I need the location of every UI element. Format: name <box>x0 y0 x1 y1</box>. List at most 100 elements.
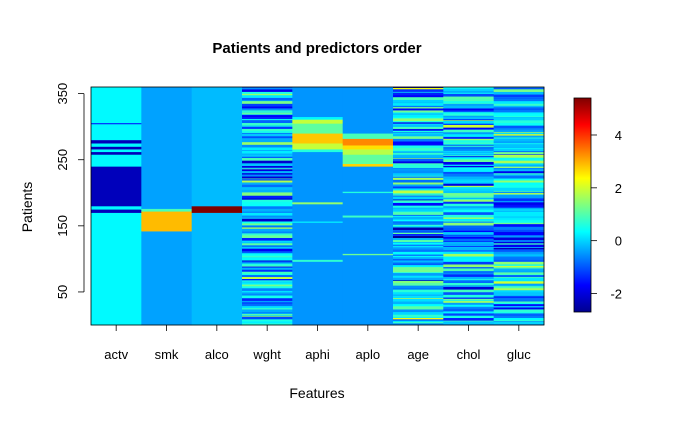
colorbar-tick-label-4: 4 <box>615 128 622 143</box>
heatmap-cell-chol <box>443 104 495 106</box>
heatmap-cell-age <box>393 186 444 189</box>
heatmap-cell-wght <box>242 183 293 185</box>
heatmap-cell-age <box>393 266 444 270</box>
heatmap-cell-wght <box>242 280 293 282</box>
heatmap-cell-wght <box>242 246 293 249</box>
heatmap-cell-wght <box>242 87 293 89</box>
heatmap-cell-gluc <box>493 166 545 168</box>
heatmap-cell-chol <box>443 279 495 281</box>
heatmap-cell-wght <box>242 182 293 184</box>
heatmap-cell-wght <box>242 133 293 137</box>
heatmap-cell-age <box>393 301 444 305</box>
heatmap-cell-chol <box>443 118 495 121</box>
heatmap-cell-age <box>393 216 444 220</box>
heatmap-cell-gluc <box>493 141 545 143</box>
heatmap-cell-gluc <box>493 174 545 176</box>
heatmap-cell-chol <box>443 308 495 312</box>
heatmap-cell-age <box>393 147 444 150</box>
heatmap-cell-wght <box>242 176 293 179</box>
heatmap-cell-gluc <box>493 211 545 214</box>
heatmap-cell-gluc <box>493 301 545 303</box>
heatmap-cell-chol <box>443 114 495 116</box>
heatmap-cell-wght <box>242 163 293 166</box>
heatmap-cell-chol <box>443 253 495 257</box>
heatmap-cell-chol <box>443 159 495 162</box>
heatmap-cell-age <box>393 202 444 206</box>
heatmap-cell-wght <box>242 250 293 254</box>
heatmap-cell-gluc <box>493 187 545 191</box>
heatmap-cell-chol <box>443 155 495 157</box>
heatmap-cell-age <box>393 88 444 92</box>
heatmap-cell-gluc <box>493 289 545 293</box>
heatmap-cell-chol <box>443 180 495 182</box>
heatmap-cell-wght <box>242 208 293 212</box>
heatmap-cell-chol <box>443 153 495 155</box>
heatmap-cell-chol <box>443 168 495 172</box>
heatmap-cell-gluc <box>493 243 545 245</box>
heatmap-cell-age <box>393 145 444 149</box>
heatmap-cell-gluc <box>493 237 545 241</box>
heatmap-cell-chol <box>443 100 495 104</box>
heatmap-cell-age <box>393 321 444 324</box>
heatmap-cell-chol <box>443 143 495 145</box>
heatmap-cell-gluc <box>493 190 545 192</box>
x-tick-label-actv: actv <box>104 347 128 362</box>
heatmap-cell-age <box>393 118 444 122</box>
heatmap-cell-age <box>393 219 444 222</box>
heatmap-cell-chol <box>443 231 495 235</box>
heatmap-cell-gluc <box>493 317 545 321</box>
heatmap-cell-wght <box>242 198 293 200</box>
heatmap-cell-gluc <box>493 97 545 99</box>
heatmap-cell-chol <box>443 270 495 274</box>
heatmap-cell-chol <box>443 276 495 280</box>
heatmap-cell-age <box>393 309 444 313</box>
heatmap-cell-wght <box>242 100 293 102</box>
heatmap-cell-age <box>393 176 444 178</box>
heatmap-cell-wght <box>242 122 293 126</box>
heatmap-cell-chol <box>443 123 495 125</box>
heatmap-cell-age <box>393 272 444 274</box>
colorbar-tick-label-2: 2 <box>615 181 622 196</box>
heatmap-cell-chol <box>443 304 495 307</box>
heatmap-cell-age <box>393 149 444 151</box>
heatmap-cell-chol <box>443 146 495 150</box>
heatmap-cell-age <box>393 272 444 276</box>
heatmap-cell-age <box>393 164 444 166</box>
heatmap-cell-gluc <box>493 235 545 237</box>
heatmap-cell-wght <box>242 316 293 320</box>
heatmap-cell-age <box>393 317 444 320</box>
heatmap-cell-chol <box>443 311 495 314</box>
heatmap-cell-gluc <box>493 120 545 123</box>
heatmap-cell-age <box>393 177 444 180</box>
heatmap-cell-aplo <box>342 191 394 194</box>
heatmap-cell-gluc <box>493 98 545 102</box>
heatmap-cell-gluc <box>493 158 545 161</box>
heatmap-cell-gluc <box>493 280 545 282</box>
heatmap-cell-wght <box>242 217 293 219</box>
heatmap-cell-wght <box>242 254 293 256</box>
heatmap-cell-chol <box>443 320 495 322</box>
heatmap-cell-wght <box>242 313 293 316</box>
heatmap-cell-chol <box>443 131 495 135</box>
heatmap-cell-gluc <box>493 109 545 113</box>
heatmap-cell-age <box>393 195 444 197</box>
x-axis: actv smk alco wght aphi aplo age chol gluc <box>104 325 531 362</box>
heatmap-cell-actv <box>91 143 142 147</box>
heatmap-cell-chol <box>443 92 495 94</box>
heatmap-cell-age <box>393 102 444 104</box>
heatmap-cell-gluc <box>493 297 545 299</box>
x-tick-label-aplo: aplo <box>356 347 381 362</box>
heatmap-cell-wght <box>242 108 293 111</box>
heatmap-cell-wght <box>242 103 293 107</box>
heatmap-cell-age <box>393 297 444 299</box>
heatmap-cell-aplo <box>342 215 394 218</box>
x-tick-label-chol: chol <box>457 347 481 362</box>
heatmap-cell-age <box>393 235 444 239</box>
heatmap-cell-age <box>393 179 444 183</box>
heatmap-cell-age <box>393 293 444 295</box>
heatmap-cell-gluc <box>493 232 545 236</box>
heatmap-cell-chol <box>443 315 495 319</box>
heatmap-cell-wght <box>242 155 293 157</box>
heatmap-cell-wght <box>242 149 293 151</box>
heatmap-cell-wght <box>242 303 293 307</box>
